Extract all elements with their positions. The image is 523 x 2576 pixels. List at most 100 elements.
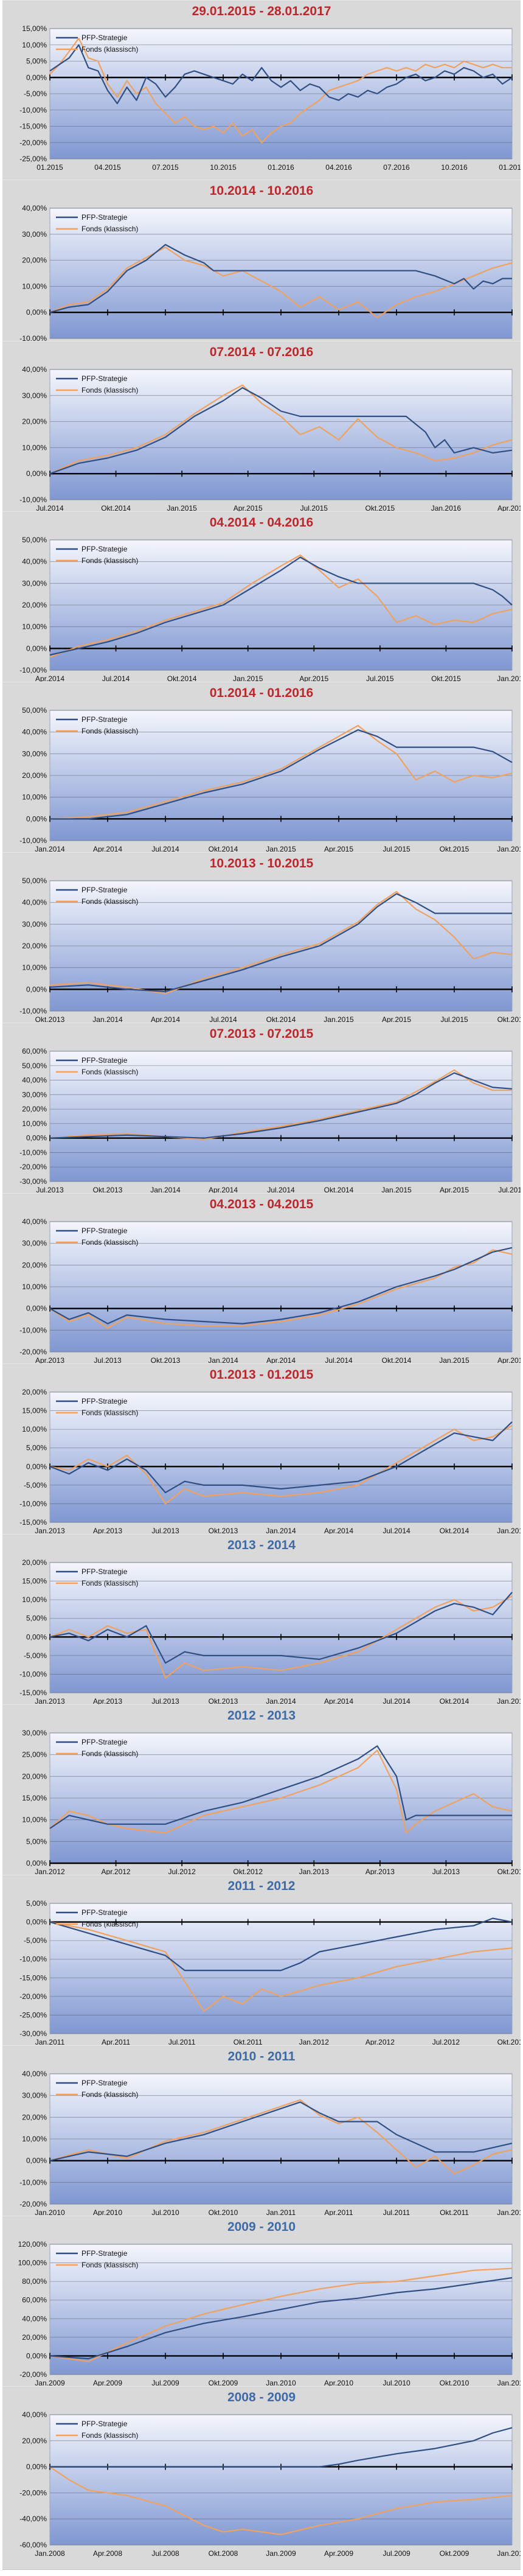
x-tick-label: Jul.2009	[383, 2549, 410, 2558]
x-tick-label: Jul.2010	[383, 2379, 410, 2387]
x-tick-label: Okt.2014	[440, 1697, 469, 1706]
x-tick-label: Okt.2015	[365, 504, 395, 513]
legend-label: PFP-Strategie	[81, 213, 128, 222]
x-tick-label: Apr.2016	[497, 504, 521, 513]
y-tick-label: 0,00%	[26, 2157, 47, 2165]
legend-label: PFP-Strategie	[81, 1056, 128, 1065]
x-tick-label: Apr.2015	[440, 1186, 469, 1194]
y-tick-label: 20,00%	[22, 2437, 47, 2445]
legend-label: PFP-Strategie	[81, 1397, 128, 1405]
series-line-strategy	[49, 1421, 513, 1494]
legend-label: PFP-Strategie	[81, 715, 128, 724]
x-tick-label: Jan.2011	[266, 2208, 296, 2217]
x-tick-label: Apr.2011	[102, 2038, 130, 2046]
x-tick-label: 07.2016	[383, 163, 410, 172]
chart-panel: 01.2013 - 01.2015 20,00% 15,00% 10,00% 5,00%…	[2, 1363, 521, 1547]
legend-label: PFP-Strategie	[81, 886, 128, 894]
series-line-strategy	[49, 556, 513, 656]
x-tick-label: Okt.2013	[93, 1186, 123, 1194]
x-tick-label: Jul.2015	[440, 1015, 468, 1024]
series-line-strategy	[49, 1592, 513, 1664]
line-chart: 40,00%20,00%0,00%-20,00%-40,00%-60,00%Ja…	[19, 2410, 521, 2558]
plot-area	[49, 369, 513, 500]
y-tick-label: -10,00%	[19, 836, 47, 845]
series-line-fonds	[49, 1921, 513, 2012]
series-line-strategy	[49, 387, 513, 475]
y-tick-label: -10,00%	[19, 1955, 47, 1964]
chart-title: 2012 - 2013	[227, 1709, 296, 1723]
x-tick-label: Apr.2010	[324, 2379, 353, 2387]
x-tick-label: Jan.2013	[299, 1867, 330, 1876]
y-tick-label: 30,00%	[22, 920, 47, 928]
line-chart: 50,00% 40,00% 30,00% 20,00% 10,00% 0,00% -10,0…	[19, 877, 521, 1024]
x-tick-label: Jan.2015	[233, 674, 263, 683]
y-tick-label: 20,00%	[22, 601, 47, 609]
chart-panel: 2008 - 2009 40,00% 20,00% 0,00% -20,00% -40,0…	[2, 2386, 521, 2570]
legend-label: Fonds (klassisch)	[81, 2431, 138, 2440]
y-tick-label: -10,00%	[19, 1007, 47, 1015]
legend-label: PFP-Strategie	[81, 1738, 128, 1746]
chart-panel: 07.2014 - 07.2016 40,00% 30,00% 20,00% 10,00…	[2, 341, 521, 525]
plot-area	[49, 1903, 513, 2034]
x-tick-label: Apr.2010	[93, 2208, 122, 2217]
x-tick-label: Okt.2009	[440, 2549, 469, 2558]
x-tick-label: Jul.2011	[383, 2208, 410, 2217]
x-tick-label: Okt.2014	[209, 845, 238, 853]
line-chart: 40,00%30,00%20,00%10,00%0,00%-10,00%Okt.…	[19, 204, 521, 351]
legend-label: Fonds (klassisch)	[81, 225, 138, 233]
legend-label: PFP-Strategie	[81, 545, 128, 553]
series-line-strategy	[50, 2427, 513, 2468]
y-tick-label: 20,00%	[22, 2113, 47, 2121]
x-tick-label: Jul.2009	[151, 2379, 179, 2387]
y-tick-label: 50,00%	[22, 1062, 47, 1070]
y-tick-label: 0,00%	[26, 469, 47, 478]
y-tick-label: -20,00%	[19, 1992, 47, 2001]
y-tick-label: -25,00%	[19, 2011, 47, 2019]
y-tick-label: 5,00%	[26, 1614, 47, 1623]
y-tick-label: -10,00%	[19, 1148, 47, 1157]
x-tick-label: Jan.2011	[497, 2379, 521, 2387]
x-tick-label: Okt.2014	[266, 1015, 296, 1024]
y-tick-label: 60,00%	[22, 2296, 47, 2305]
y-tick-label: 15,00%	[22, 1577, 47, 1586]
y-tick-label: 15,00%	[22, 24, 47, 33]
y-tick-label: -10,00%	[19, 666, 47, 674]
x-tick-label: Okt.2011	[440, 2208, 469, 2217]
y-tick-label: -5,00%	[24, 1651, 47, 1660]
x-tick-label: Okt.2009	[209, 2379, 238, 2387]
y-tick-label: -20,00%	[19, 138, 47, 147]
x-tick-label: Apr.2013	[93, 1697, 122, 1706]
y-tick-label: 30,00%	[22, 1239, 47, 1248]
chart-title: 04.2013 - 04.2015	[209, 1197, 314, 1211]
y-tick-label: 10,00%	[22, 282, 47, 290]
line-chart: 60,00% 50,00% 40,00% 30,00% 20,00% 10,00% 0,00…	[19, 1047, 521, 1194]
x-tick-label: 10.2016	[441, 163, 468, 172]
series-line-fonds	[49, 724, 513, 820]
x-tick-label: Jan.2016	[431, 504, 462, 513]
y-tick-label: -20,00%	[19, 1163, 47, 1171]
y-tick-label: -10,00%	[19, 2178, 47, 2186]
y-tick-label: 10,00%	[22, 964, 47, 972]
legend-label: PFP-Strategie	[81, 2249, 128, 2258]
chart-panel: 10.2013 - 10.2015 50,00% 40,00% 30,00% 20,00…	[2, 852, 521, 1036]
x-tick-label: Apr.2008	[93, 2549, 122, 2558]
x-tick-label: Jan.2015	[324, 1015, 354, 1024]
line-chart: 50,00% 40,00% 30,00% 20,00% 10,00% 0,00% -10,0…	[19, 706, 521, 853]
x-tick-label: Apr.2012	[365, 2038, 395, 2046]
y-tick-label: 20,00%	[22, 1105, 47, 1113]
x-tick-label: Jan.2015	[381, 1186, 412, 1194]
legend-label: Fonds (klassisch)	[81, 727, 138, 735]
x-tick-label: Jan.2012	[299, 2038, 330, 2046]
y-tick-label: 60,00%	[22, 1047, 47, 1055]
line-chart: 120,00% 100,00% 80,00% 60,00% 40,00% 20,00% 0,…	[18, 2240, 521, 2387]
x-tick-label: Okt.2015	[431, 674, 461, 683]
legend-label: Fonds (klassisch)	[81, 897, 138, 906]
x-tick-label: Apr.2014	[324, 1527, 353, 1535]
chart-panel: 07.2013 - 07.2015 60,00% 50,00% 40,00% 30,00…	[2, 1023, 521, 1206]
x-tick-label: Jan.2015	[497, 1697, 521, 1706]
series-line-fonds	[49, 247, 513, 318]
y-tick-label: 30,00%	[22, 1090, 47, 1099]
x-tick-label: Jan.2012	[497, 2208, 521, 2217]
series-line-fonds	[49, 37, 512, 144]
y-tick-label: 20,00%	[22, 942, 47, 950]
